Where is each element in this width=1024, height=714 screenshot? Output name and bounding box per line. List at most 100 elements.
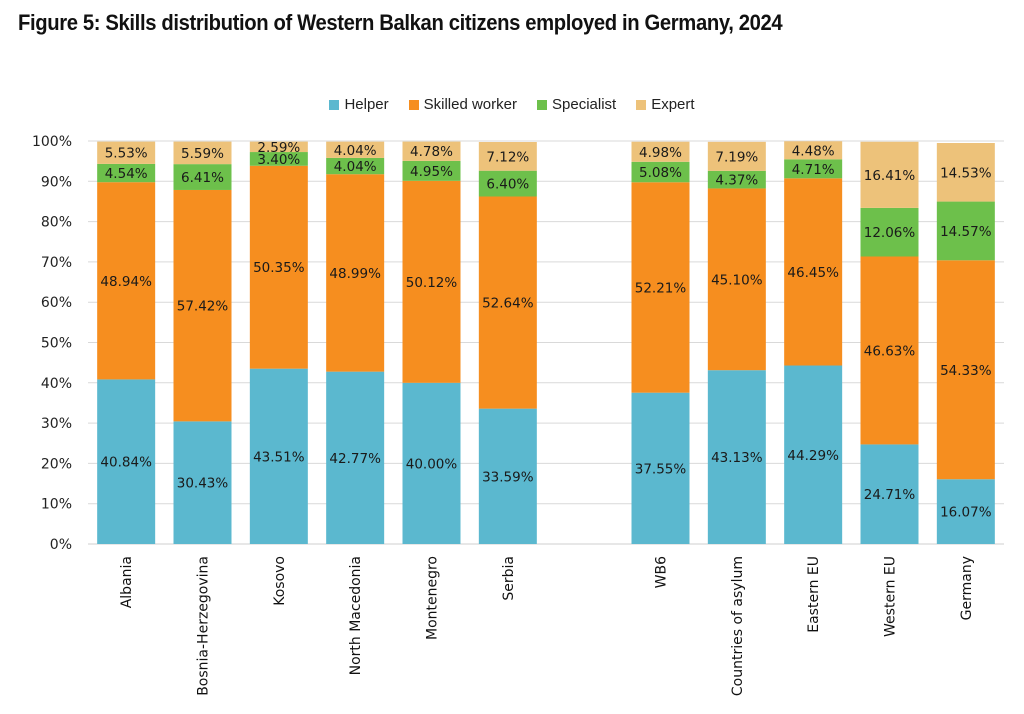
bar-segment-expert-eastern-eu: [784, 141, 843, 160]
data-label-specialist-bosnia-herzegovina: 6.41%: [181, 170, 224, 186]
x-axis-categories: Albania Bosnia-Herzegovina Kosovo North Mac…: [119, 556, 975, 696]
bar-segment-helper-germany: [936, 479, 995, 544]
data-label-expert-germany: 14.53%: [940, 165, 992, 181]
bar-segment-helper-north-macedonia: [326, 371, 385, 544]
legend-label-skilled-worker: Skilled worker: [423, 96, 517, 113]
y-tick-label: 30%: [41, 416, 72, 432]
bar-segment-expert-wb6: [631, 141, 690, 162]
data-label-expert-albania: 5.53%: [105, 146, 148, 162]
legend-label-helper: Helper: [344, 96, 389, 113]
data-label-expert-western-eu: 16.41%: [864, 168, 916, 184]
x-category-label: Bosnia-Herzegovina: [196, 556, 212, 696]
data-labels: 40.84% 48.94% 4.54% 5.53% 30.43% 57.42% 6.41% 5…: [100, 140, 991, 521]
legend-swatch-skilled-worker: [408, 99, 419, 110]
bar-segment-skilled-worker-countries-of-asylum: [707, 188, 766, 371]
data-label-expert-north-macedonia: 4.04%: [334, 143, 377, 159]
data-label-specialist-kosovo: 3.40%: [257, 152, 300, 168]
bar-segment-skilled-worker-western-eu: [860, 256, 919, 445]
bar-segment-helper-wb6: [631, 392, 690, 544]
bar-segment-skilled-worker-north-macedonia: [326, 174, 385, 372]
data-label-skilled-worker-eastern-eu: 46.45%: [787, 265, 839, 281]
bar-segment-expert-montenegro: [402, 141, 461, 161]
bar-segment-specialist-germany: [936, 201, 995, 261]
data-label-skilled-worker-wb6: 52.21%: [635, 280, 687, 296]
data-label-helper-countries-of-asylum: 43.13%: [711, 450, 763, 466]
y-tick-label: 60%: [41, 295, 72, 311]
data-label-skilled-worker-albania: 48.94%: [100, 274, 152, 290]
data-label-expert-wb6: 4.98%: [639, 145, 682, 161]
legend-swatch-specialist: [537, 99, 547, 110]
data-label-helper-north-macedonia: 42.77%: [329, 451, 381, 467]
data-label-expert-kosovo: 2.59%: [257, 140, 300, 156]
bar-segment-specialist-kosovo: [249, 152, 308, 166]
chart-title: Figure 5: Skills distribution of Western…: [18, 10, 783, 35]
y-tick-label: 0%: [50, 537, 72, 553]
bar-segment-specialist-wb6: [631, 161, 690, 183]
bar-segment-specialist-western-eu: [860, 207, 919, 257]
bar-segment-specialist-bosnia-herzegovina: [173, 164, 232, 190]
bar-segment-skilled-worker-serbia: [478, 196, 537, 409]
data-label-helper-serbia: 33.59%: [482, 469, 534, 485]
bar-segment-expert-western-eu: [860, 141, 919, 208]
bar-segment-specialist-albania: [97, 163, 156, 183]
data-label-expert-montenegro: 4.78%: [410, 144, 453, 160]
x-category-label: Kosovo: [272, 556, 288, 606]
legend-label-expert: Expert: [651, 96, 695, 113]
x-category-label: WB6: [654, 556, 670, 588]
x-category-label: Albania: [119, 556, 135, 608]
data-label-expert-eastern-eu: 4.48%: [792, 143, 835, 159]
y-tick-label: 50%: [41, 336, 72, 352]
data-label-skilled-worker-bosnia-herzegovina: 57.42%: [177, 299, 229, 315]
legend-swatch-expert: [636, 99, 647, 110]
x-category-label: North Macedonia: [348, 556, 364, 675]
x-category-label: Germany: [959, 556, 975, 620]
y-tick-label: 80%: [41, 215, 72, 231]
bar-segment-helper-serbia: [478, 408, 537, 544]
bar-segment-expert-bosnia-herzegovina: [173, 141, 232, 165]
data-label-specialist-montenegro: 4.95%: [410, 164, 453, 180]
data-label-helper-montenegro: 40.00%: [406, 456, 458, 472]
bar-segment-skilled-worker-montenegro: [402, 180, 461, 383]
data-label-helper-bosnia-herzegovina: 30.43%: [177, 476, 229, 492]
legend-item-expert: Expert: [636, 96, 695, 113]
x-category-label: Eastern EU: [806, 556, 822, 633]
bar-segment-specialist-north-macedonia: [326, 157, 385, 175]
data-label-helper-germany: 16.07%: [940, 505, 992, 521]
legend: Helper Skilled worker Specialist Expert: [0, 96, 1024, 113]
data-label-skilled-worker-montenegro: 50.12%: [406, 275, 458, 291]
bar-segment-skilled-worker-eastern-eu: [784, 178, 843, 366]
legend-swatch-helper: [329, 99, 340, 110]
bar-segment-skilled-worker-albania: [97, 182, 156, 380]
bar-segment-expert-germany: [936, 143, 995, 202]
x-category-label: Countries of asylum: [730, 556, 746, 696]
bars: [97, 141, 995, 544]
data-label-helper-eastern-eu: 44.29%: [787, 448, 839, 464]
data-label-skilled-worker-countries-of-asylum: 45.10%: [711, 272, 763, 288]
bar-segment-specialist-montenegro: [402, 160, 461, 181]
y-tick-label: 40%: [41, 376, 72, 392]
data-label-expert-countries-of-asylum: 7.19%: [715, 149, 758, 165]
data-label-helper-kosovo: 43.51%: [253, 449, 305, 465]
data-label-specialist-western-eu: 12.06%: [864, 225, 916, 241]
data-label-helper-albania: 40.84%: [100, 455, 152, 471]
y-axis-ticks: 0% 10% 20% 30% 40% 50% 60% 70% 80% 90% 100%: [32, 134, 72, 553]
bar-segment-specialist-eastern-eu: [784, 159, 843, 179]
bar-segment-expert-serbia: [478, 142, 537, 171]
bar-segment-helper-bosnia-herzegovina: [173, 421, 232, 544]
data-label-skilled-worker-germany: 54.33%: [940, 363, 992, 379]
bar-segment-helper-western-eu: [860, 444, 919, 544]
x-category-label: Serbia: [501, 556, 517, 601]
data-label-specialist-north-macedonia: 4.04%: [334, 159, 377, 175]
bar-segment-skilled-worker-germany: [936, 260, 995, 480]
data-label-skilled-worker-western-eu: 46.63%: [864, 343, 916, 359]
data-label-specialist-eastern-eu: 4.71%: [792, 162, 835, 178]
data-label-specialist-countries-of-asylum: 4.37%: [715, 173, 758, 189]
x-category-label: Western EU: [883, 556, 899, 637]
bar-segment-skilled-worker-bosnia-herzegovina: [173, 189, 232, 422]
bar-segment-helper-montenegro: [402, 382, 461, 544]
data-label-helper-wb6: 37.55%: [635, 461, 687, 477]
data-label-specialist-germany: 14.57%: [940, 224, 992, 240]
y-tick-label: 70%: [41, 255, 72, 271]
bar-segment-skilled-worker-wb6: [631, 182, 690, 393]
legend-item-specialist: Specialist: [537, 96, 616, 113]
